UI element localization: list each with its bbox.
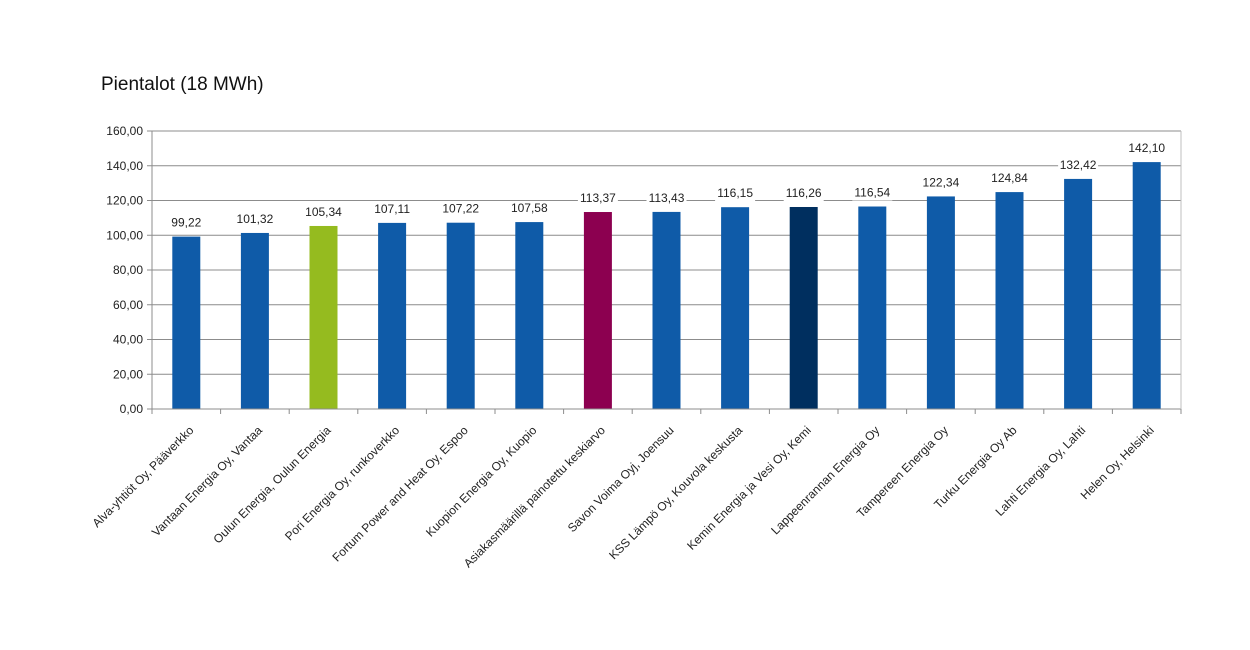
y-tick-label: 60,00 <box>113 298 143 312</box>
data-label: 105,34 <box>305 205 342 219</box>
data-label-background <box>715 186 756 202</box>
bar <box>926 196 955 409</box>
category-label: Lappeenrannan Energia Oy <box>768 423 882 537</box>
data-label: 142,10 <box>1128 141 1165 155</box>
data-label: 107,58 <box>511 201 548 215</box>
y-tick-label: 20,00 <box>113 367 143 381</box>
data-label-background <box>440 201 481 217</box>
bar <box>1064 178 1093 409</box>
data-label: 122,34 <box>923 175 960 189</box>
data-labels: 99,22 101,32 105,34 107,11 107,22 107,58 113,3… <box>166 141 1167 231</box>
axes <box>151 131 1182 414</box>
bar <box>378 222 407 409</box>
category-label: Helen Oy, Helsinki <box>1078 423 1157 502</box>
category-label: Oulun Energia, Oulun Energia <box>211 423 334 546</box>
y-tick-label: 140,00 <box>106 159 143 173</box>
data-label: 113,37 <box>580 191 616 205</box>
category-label: Pori Energia Oy, runkoverkko <box>282 423 402 543</box>
data-label-background <box>852 185 893 201</box>
category-label: Kemin Energia ja Vesi Oy, Kemi <box>684 423 814 553</box>
data-label-background <box>1058 157 1099 173</box>
bar <box>858 206 887 409</box>
data-label: 107,22 <box>442 202 479 216</box>
data-label-background <box>783 185 824 201</box>
category-label: KSS Lämpö Oy, Kouvola keskusta <box>606 423 745 562</box>
data-label: 116,54 <box>854 186 890 200</box>
data-label-background <box>372 201 413 217</box>
bar <box>583 212 612 409</box>
y-tick-label: 0,00 <box>120 402 144 416</box>
data-label: 132,42 <box>1060 158 1097 172</box>
bar <box>995 192 1024 409</box>
data-label: 124,84 <box>991 171 1028 185</box>
bar <box>446 222 475 409</box>
category-label: Kuopion Energia Oy, Kuopio <box>423 423 540 540</box>
data-label-background <box>166 215 207 231</box>
bar <box>515 222 544 409</box>
data-label: 99,22 <box>171 216 201 230</box>
data-label-background <box>1126 141 1167 157</box>
data-label-background <box>234 211 275 227</box>
bar <box>1132 162 1161 409</box>
y-tick-label: 100,00 <box>106 228 143 242</box>
bar <box>309 225 338 409</box>
y-tick-label: 80,00 <box>113 263 143 277</box>
chart-title: Pientalot (18 MWh) <box>101 74 264 95</box>
bar <box>789 206 818 409</box>
data-label: 116,26 <box>786 186 822 200</box>
bar <box>240 232 269 409</box>
bar <box>652 211 681 409</box>
bar <box>172 236 201 409</box>
data-label-background <box>303 204 344 220</box>
data-label-background <box>989 171 1030 187</box>
y-tick-label: 120,00 <box>106 194 143 208</box>
category-label: Vantaan Energia Oy, Vantaa <box>149 423 265 539</box>
data-label-background <box>920 175 961 191</box>
bars <box>172 162 1161 409</box>
data-label: 113,43 <box>649 191 685 205</box>
category-label: Asiakasmäärillä painotettu keskiarvo <box>461 423 608 570</box>
y-tick-label: 40,00 <box>113 333 143 347</box>
data-label: 116,15 <box>717 186 753 200</box>
y-axis-ticks: 0,00 20,00 40,00 60,00 80,00 100,00 120,00 140,… <box>106 124 152 416</box>
data-label-background <box>577 191 618 207</box>
category-label: Fortum Power and Heat Oy, Espoo <box>329 423 471 565</box>
y-tick-label: 160,00 <box>106 124 143 138</box>
bar <box>721 207 750 409</box>
data-label: 107,11 <box>374 202 410 216</box>
data-label: 101,32 <box>237 212 274 226</box>
data-label-background <box>509 201 550 217</box>
data-label-background <box>646 190 687 206</box>
